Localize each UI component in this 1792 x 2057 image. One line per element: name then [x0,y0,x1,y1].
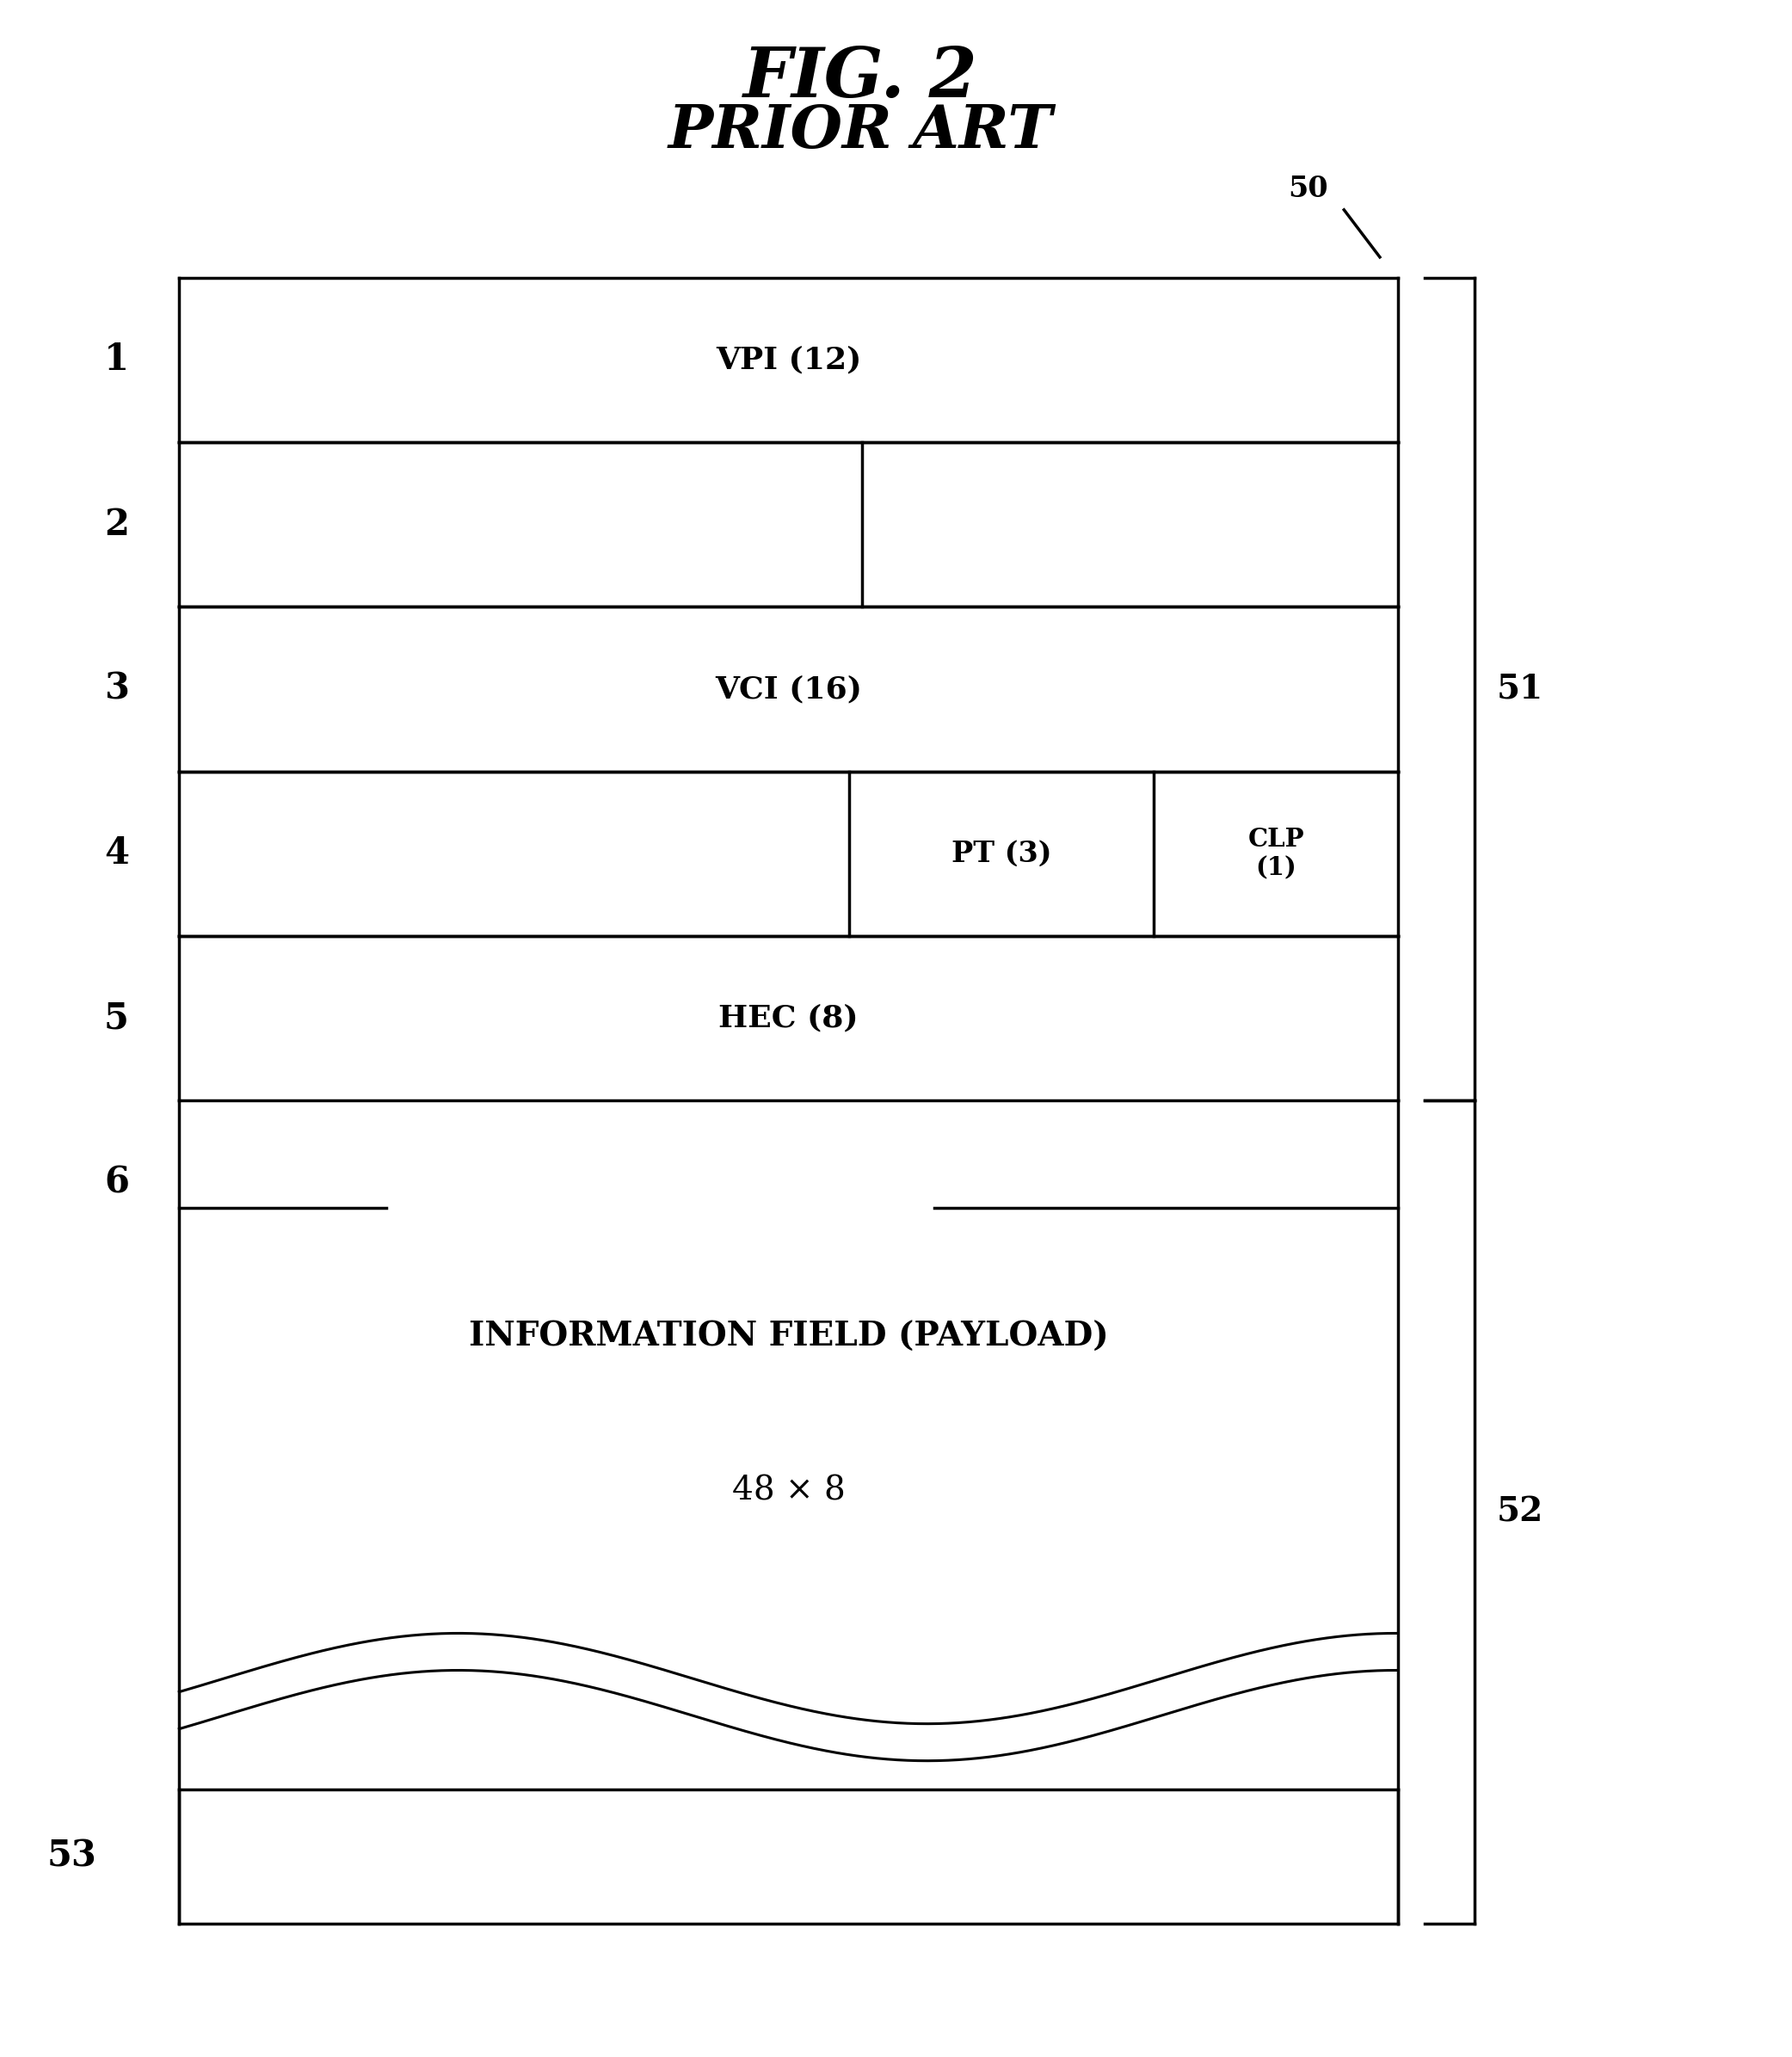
Text: 6: 6 [104,1164,129,1201]
Text: CLP
(1): CLP (1) [1247,827,1305,880]
Text: VPI (12): VPI (12) [715,346,862,374]
Text: 2: 2 [104,506,129,543]
Text: 48 × 8: 48 × 8 [731,1475,846,1508]
Text: 1: 1 [104,341,129,378]
Text: 5: 5 [104,1000,129,1037]
Text: FIG. 2: FIG. 2 [744,45,977,111]
Text: 52: 52 [1496,1495,1543,1528]
Text: PT (3): PT (3) [952,839,1052,868]
Text: 4: 4 [104,835,129,872]
Text: 3: 3 [104,671,129,708]
Text: 51: 51 [1496,673,1543,706]
Text: INFORMATION FIELD (PAYLOAD): INFORMATION FIELD (PAYLOAD) [468,1321,1109,1354]
Text: HEC (8): HEC (8) [719,1004,858,1033]
Text: 53: 53 [47,1839,97,1874]
Text: PRIOR ART: PRIOR ART [668,103,1052,160]
Text: VCI (16): VCI (16) [715,675,862,703]
Text: 50: 50 [1288,175,1328,204]
